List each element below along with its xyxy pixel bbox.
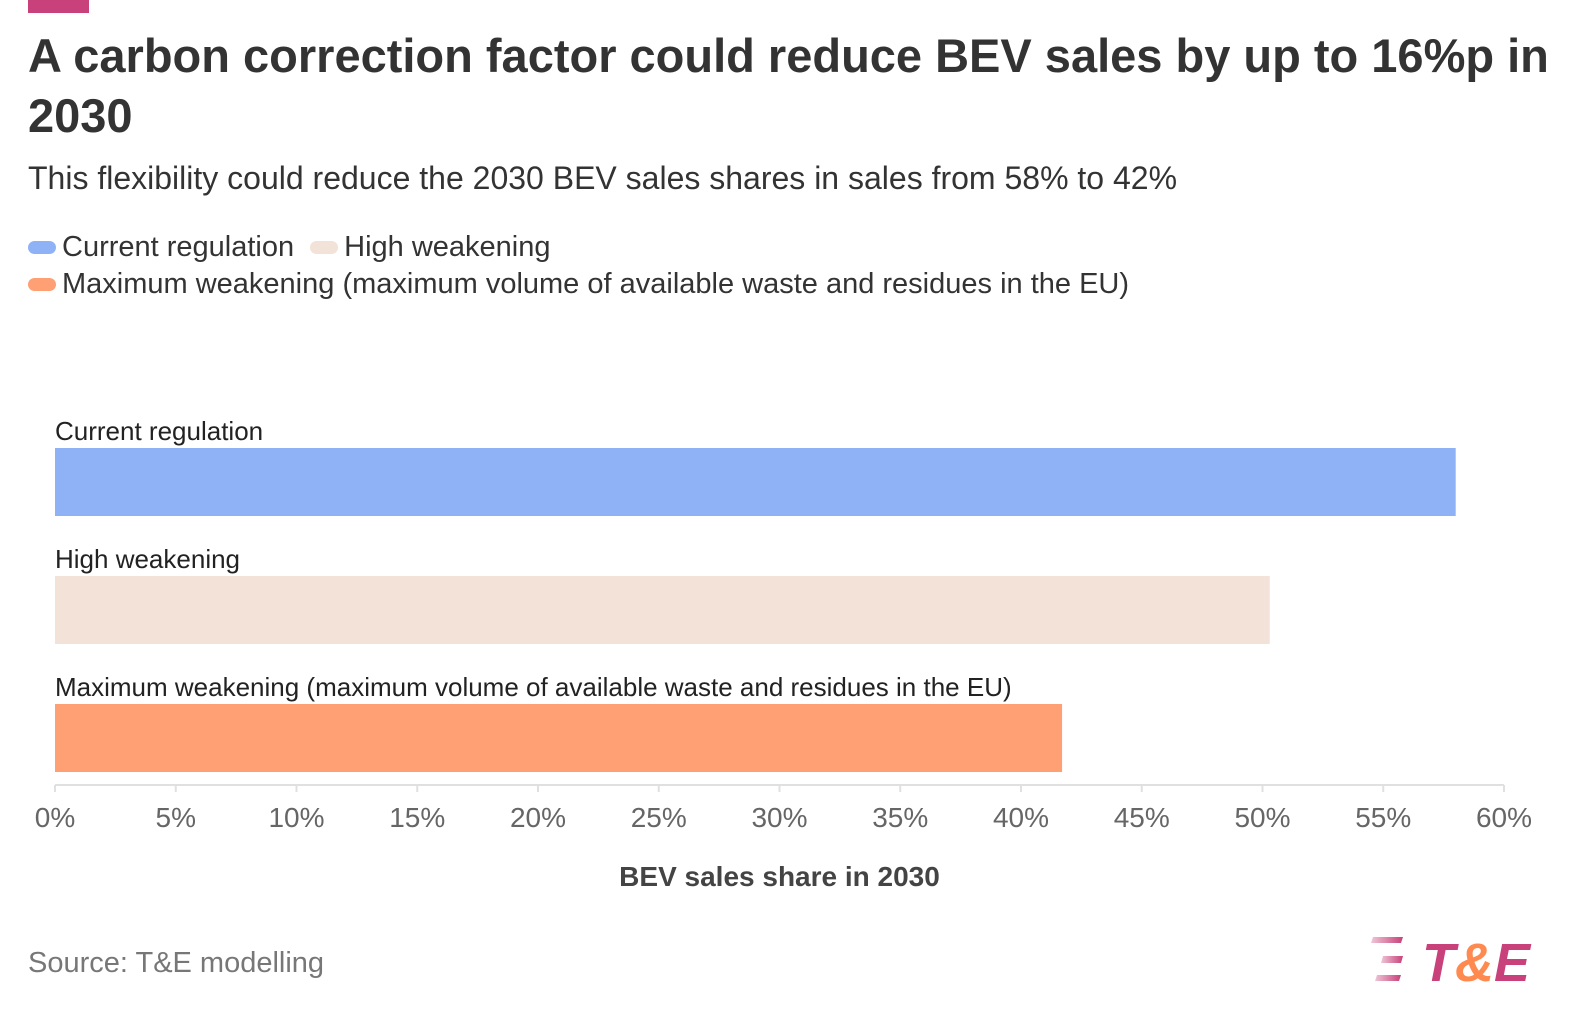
legend-swatch: [28, 278, 56, 291]
legend-label: Maximum weakening (maximum volume of ava…: [62, 268, 1130, 300]
x-tick-label: 15%: [389, 802, 445, 833]
x-tick-label: 0%: [35, 802, 75, 833]
x-tick-label: 60%: [1476, 802, 1532, 833]
x-tick-label: 45%: [1114, 802, 1170, 833]
x-axis-title: BEV sales share in 2030: [619, 861, 940, 892]
bar: [55, 448, 1456, 516]
legend-item-current: Current regulation: [28, 231, 294, 264]
legend-swatch: [28, 241, 56, 254]
chart-subtitle: This flexibility could reduce the 2030 B…: [28, 160, 1178, 196]
legend-item-high: High weakening: [310, 231, 551, 264]
te-logo: T&E: [1371, 933, 1532, 988]
x-tick-label: 40%: [993, 802, 1049, 833]
svg-text:T&E: T&E: [1422, 933, 1532, 988]
x-tick-label: 10%: [268, 802, 324, 833]
bar-label: Maximum weakening (maximum volume of ava…: [55, 672, 1012, 702]
legend-row-1: Current regulation High weakening: [28, 231, 567, 264]
bar-label: Current regulation: [55, 416, 263, 446]
x-tick-label: 30%: [751, 802, 807, 833]
legend-label: High weakening: [344, 231, 551, 263]
legend-item-maximum: Maximum weakening (maximum volume of ava…: [28, 268, 1129, 301]
bar: [55, 704, 1063, 772]
source-note: Source: T&E modelling: [28, 947, 325, 979]
legend-row-2: Maximum weakening (maximum volume of ava…: [28, 268, 1145, 301]
x-tick-label: 25%: [631, 802, 687, 833]
x-tick-label: 50%: [1234, 802, 1290, 833]
bar-label: High weakening: [55, 544, 240, 574]
x-tick-label: 55%: [1355, 802, 1411, 833]
legend-label: Current regulation: [62, 231, 295, 263]
accent-bar: [28, 0, 89, 13]
x-tick-label: 35%: [872, 802, 928, 833]
x-tick-label: 5%: [156, 802, 196, 833]
bar: [55, 576, 1270, 644]
x-tick-label: 20%: [510, 802, 566, 833]
legend-swatch: [310, 241, 339, 254]
chart-title: A carbon correction factor could reduce …: [28, 29, 1549, 142]
